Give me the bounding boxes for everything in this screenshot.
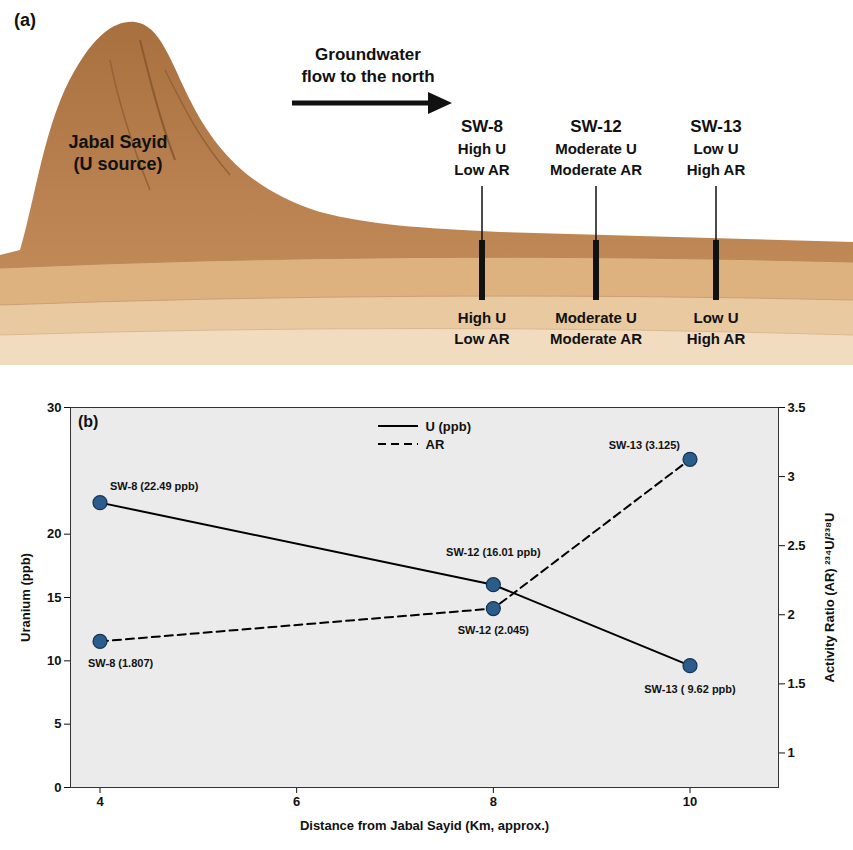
svg-text:15: 15 bbox=[47, 590, 61, 605]
svg-text:3: 3 bbox=[788, 469, 795, 484]
svg-text:Low AR: Low AR bbox=[454, 330, 509, 347]
svg-text:High U: High U bbox=[458, 309, 506, 326]
svg-text:High AR: High AR bbox=[687, 161, 746, 178]
svg-text:6: 6 bbox=[293, 794, 300, 809]
svg-text:1.5: 1.5 bbox=[788, 676, 806, 691]
svg-text:SW-8 (22.49 ppb): SW-8 (22.49 ppb) bbox=[110, 480, 199, 492]
svg-text:SW-12: SW-12 bbox=[570, 117, 622, 136]
svg-text:(a): (a) bbox=[14, 10, 36, 30]
svg-text:3.5: 3.5 bbox=[788, 400, 806, 415]
html-text:U (ppb): U (ppb) bbox=[425, 418, 471, 434]
svg-text:SW-12 (16.01 ppb): SW-12 (16.01 ppb) bbox=[446, 546, 541, 558]
svg-text:5: 5 bbox=[54, 716, 61, 731]
svg-text:20: 20 bbox=[47, 526, 61, 541]
html-text:(b): (b) bbox=[78, 413, 99, 430]
svg-text:Low U: Low U bbox=[694, 140, 739, 157]
svg-text:10: 10 bbox=[683, 794, 697, 809]
svg-text:8: 8 bbox=[490, 794, 497, 809]
svg-text:SW-13 (3.125): SW-13 (3.125) bbox=[609, 439, 681, 451]
svg-text:Moderate AR: Moderate AR bbox=[550, 161, 642, 178]
svg-text:Low U: Low U bbox=[694, 309, 739, 326]
svg-text:SW-13 ( 9.62 ppb): SW-13 ( 9.62 ppb) bbox=[644, 683, 736, 695]
svg-text:2.5: 2.5 bbox=[788, 538, 806, 553]
svg-text:SW-13: SW-13 bbox=[690, 117, 742, 136]
svg-text:30: 30 bbox=[47, 400, 61, 415]
svg-text:2: 2 bbox=[788, 607, 795, 622]
svg-text:10: 10 bbox=[47, 653, 61, 668]
svg-text:flow to the north: flow to the north bbox=[301, 67, 434, 86]
svg-text:SW-12 (2.045): SW-12 (2.045) bbox=[458, 624, 530, 636]
svg-text:Uranium (ppb): Uranium (ppb) bbox=[18, 553, 33, 642]
svg-text:Distance from Jabal Sayid (Km,: Distance from Jabal Sayid (Km, approx.) bbox=[300, 818, 549, 833]
svg-text:Jabal Sayid: Jabal Sayid bbox=[68, 132, 167, 152]
svg-text:Moderate U: Moderate U bbox=[555, 140, 637, 157]
svg-text:0: 0 bbox=[54, 780, 61, 795]
svg-text:High U: High U bbox=[458, 140, 506, 157]
svg-text:(U source): (U source) bbox=[73, 154, 162, 174]
svg-text:Groundwater: Groundwater bbox=[315, 45, 421, 64]
svg-text:Activity Ratio (AR) ²³⁴U/²³⁸U: Activity Ratio (AR) ²³⁴U/²³⁸U bbox=[822, 512, 837, 682]
html-text:AR: AR bbox=[425, 436, 445, 452]
svg-text:SW-8: SW-8 bbox=[461, 117, 503, 136]
svg-text:Moderate AR: Moderate AR bbox=[550, 330, 642, 347]
svg-text:High AR: High AR bbox=[687, 330, 746, 347]
svg-text:SW-8 (1.807): SW-8 (1.807) bbox=[88, 657, 154, 669]
svg-text:Low AR: Low AR bbox=[454, 161, 509, 178]
svg-text:4: 4 bbox=[96, 794, 104, 809]
svg-text:1: 1 bbox=[788, 745, 795, 760]
svg-text:Moderate U: Moderate U bbox=[555, 309, 637, 326]
